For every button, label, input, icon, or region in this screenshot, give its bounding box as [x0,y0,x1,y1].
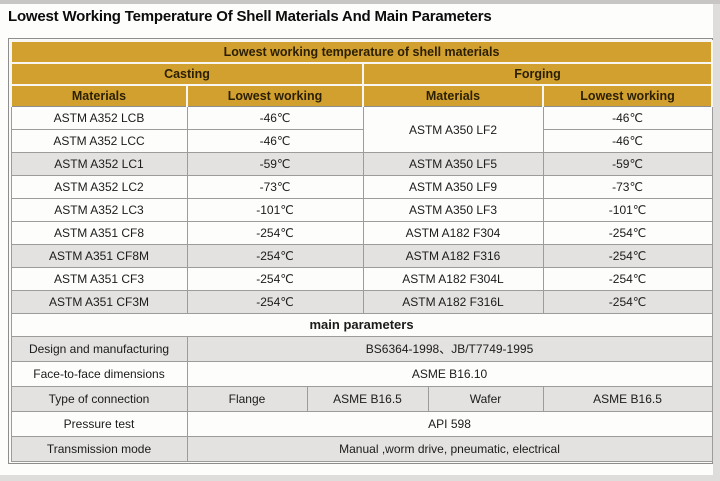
parameter-value: Manual ,worm drive, pneumatic, electrica… [186,436,713,462]
casting-lowest-working-header: Lowest working [186,84,364,107]
parameter-value: ASME B16.10 [186,361,713,387]
casting-material-cell: ASTM A352 LC3 [10,198,188,222]
shell-row: ASTM A351 CF3 -254℃ ASTM A182 F304L -254… [10,267,713,291]
forging-material-cell: ASTM A350 LF5 [362,152,544,176]
casting-materials-header: Materials [10,84,188,107]
parameter-label: Pressure test [10,411,188,437]
scan-edge-bottom [0,475,720,481]
forging-temp-cell: -101℃ [542,198,713,222]
shell-row: ASTM A352 LCC -46℃ -46℃ [10,129,713,153]
forging-temp-cell: -254℃ [542,221,713,245]
forging-material-cell: ASTM A182 F316L [362,290,544,314]
casting-temp-cell: -59℃ [186,152,364,176]
casting-material-cell: ASTM A352 LCC [10,129,188,153]
parameter-label: Design and manufacturing [10,336,188,362]
forging-lowest-working-header: Lowest working [541,84,714,107]
forging-materials-header: Materials [362,84,544,107]
casting-temp-cell: -73℃ [186,175,364,199]
forging-material-cell: ASTM A350 LF3 [362,198,544,222]
shell-row: ASTM A352 LC2 -73℃ ASTM A350 LF9 -73℃ [10,175,713,199]
shell-row: ASTM A351 CF8M -254℃ ASTM A182 F316 -254… [10,244,713,268]
casting-temp-cell: -254℃ [186,267,364,291]
spec-table: Lowest working temperature of shell mate… [9,40,714,462]
parameter-row: Type of connection Flange ASME B16.5 Waf… [10,386,713,412]
shell-table-title: Lowest working temperature of shell mate… [9,40,714,64]
casting-temp-cell: -46℃ [186,106,364,130]
parameter-label: Type of connection [10,386,188,412]
shell-row: ASTM A351 CF3M -254℃ ASTM A182 F316L -25… [10,290,713,314]
connection-type-cell: Flange [186,386,308,412]
shell-row: ASTM A352 LC3 -101℃ ASTM A350 LF3 -101℃ [10,198,713,222]
shell-row: ASTM A352 LC1 -59℃ ASTM A350 LF5 -59℃ [10,152,713,176]
casting-material-cell: ASTM A352 LC1 [10,152,188,176]
scan-edge-right [713,4,720,481]
casting-material-cell: ASTM A352 LCB [10,106,188,130]
forging-header: Forging [361,62,714,86]
forging-material-cell: ASTM A350 LF2 [362,106,544,153]
casting-temp-cell: -254℃ [186,221,364,245]
forging-material-cell: ASTM A182 F304L [362,267,544,291]
forging-temp-cell: -254℃ [542,267,713,291]
parameter-row: Transmission mode Manual ,worm drive, pn… [10,436,713,462]
forging-material-cell: ASTM A182 F316 [362,244,544,268]
page-title: Lowest Working Temperature Of Shell Mate… [8,8,492,25]
parameter-value: BS6364-1998、JB/T7749-1995 [186,336,713,362]
casting-material-cell: ASTM A351 CF8 [10,221,188,245]
shell-row: ASTM A351 CF8 -254℃ ASTM A182 F304 -254℃ [10,221,713,245]
casting-material-cell: ASTM A352 LC2 [10,175,188,199]
forging-material-cell: ASTM A182 F304 [362,221,544,245]
parameter-row: Pressure test API 598 [10,411,713,437]
forging-temp-cell: -46℃ [542,106,713,130]
shell-title-row: Lowest working temperature of shell mate… [9,40,714,64]
casting-material-cell: ASTM A351 CF3 [10,267,188,291]
parameter-row: Design and manufacturing BS6364-1998、JB/… [10,336,713,362]
shell-row: ASTM A352 LCB -46℃ ASTM A350 LF2 -46℃ [10,106,713,153]
casting-temp-cell: -254℃ [186,244,364,268]
forging-temp-cell: -46℃ [542,129,713,153]
casting-temp-cell: -254℃ [186,290,364,314]
main-parameters-title: main parameters [10,313,713,337]
connection-type-cell: Wafer [427,386,544,412]
forging-temp-cell: -59℃ [542,152,713,176]
parameter-row: Face-to-face dimensions ASME B16.10 [10,361,713,387]
spec-table-frame: Lowest working temperature of shell mate… [8,38,714,464]
parameter-value: API 598 [186,411,713,437]
casting-temp-cell: -46℃ [186,129,364,153]
connection-standard-cell: ASME B16.5 [542,386,713,412]
casting-temp-cell: -101℃ [186,198,364,222]
casting-material-cell: ASTM A351 CF3M [10,290,188,314]
forging-temp-cell: -73℃ [542,175,713,199]
casting-material-cell: ASTM A351 CF8M [10,244,188,268]
main-parameters-row: main parameters [10,313,713,337]
connection-standard-cell: ASME B16.5 [306,386,429,412]
column-header-row: Materials Lowest working Materials Lowes… [10,84,714,107]
parameter-label: Transmission mode [10,436,188,462]
casting-header: Casting [10,62,364,86]
process-header-row: Casting Forging [10,62,714,86]
scan-edge-top [0,0,720,4]
forging-temp-cell: -254℃ [542,244,713,268]
forging-temp-cell: -254℃ [542,290,713,314]
forging-material-cell: ASTM A350 LF9 [362,175,544,199]
parameter-label: Face-to-face dimensions [10,361,188,387]
